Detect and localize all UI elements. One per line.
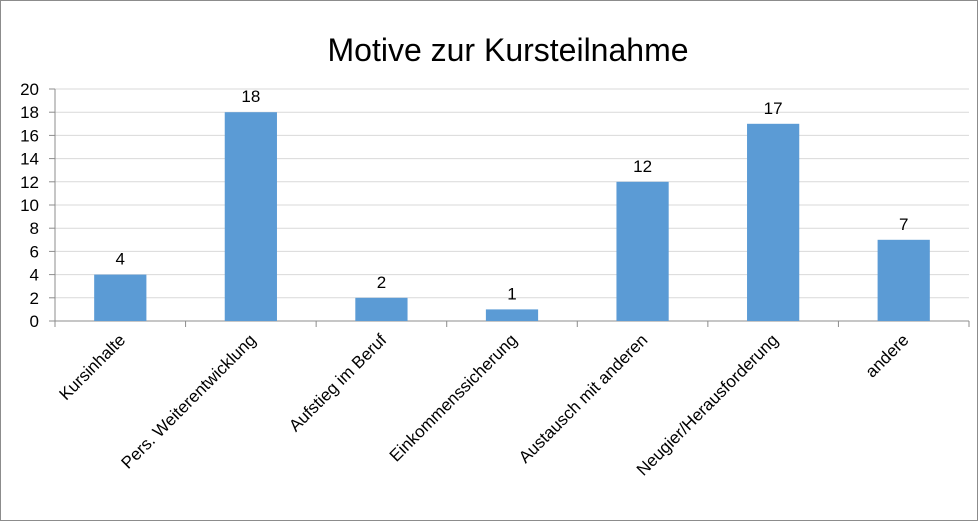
x-category-label-5: Austausch mit anderen [515, 330, 651, 466]
bar-1 [94, 274, 147, 321]
x-category-label-1: Kursinhalte [56, 330, 130, 404]
data-label-2: 18 [241, 87, 260, 106]
x-category-label-7: andere [862, 330, 913, 381]
data-label-5: 12 [633, 157, 652, 176]
y-tick-label: 20 [20, 80, 39, 99]
y-tick-label: 16 [20, 126, 39, 145]
data-labels: 4 18 2 1 12 17 7 [116, 87, 909, 303]
y-tick-label: 18 [20, 103, 39, 122]
x-category-label-6: Neugier/Herausforderung [633, 330, 782, 479]
data-label-7: 7 [899, 215, 908, 234]
y-tick-label: 10 [20, 196, 39, 215]
bar-7 [877, 239, 930, 321]
y-tick-label: 6 [30, 242, 39, 261]
bar-5 [616, 181, 669, 321]
data-label-1: 4 [116, 250, 125, 269]
x-category-label-2: Pers. Weiterentwicklung [118, 330, 260, 472]
x-category-label-3: Aufstieg im Beruf [285, 330, 390, 435]
y-tick-label: 14 [20, 150, 39, 169]
y-tick-label: 8 [30, 219, 39, 238]
bar-3 [355, 297, 408, 321]
bar-2 [224, 112, 277, 321]
data-label-4: 1 [507, 284, 516, 303]
bar-4 [485, 309, 539, 321]
bar-6 [747, 123, 800, 321]
y-tick-label: 4 [30, 266, 39, 285]
bars [94, 112, 930, 321]
y-axis-ticks: 0 2 4 6 8 10 12 14 16 18 20 [20, 80, 39, 331]
data-label-6: 17 [764, 99, 783, 118]
y-tick-label: 0 [30, 312, 39, 331]
gridlines [55, 88, 969, 299]
chart-title: Motive zur Kursteilnahme [327, 32, 688, 68]
x-category-label-4: Einkommenssicherung [386, 330, 521, 465]
y-tick-label: 12 [20, 173, 39, 192]
data-label-3: 2 [377, 273, 386, 292]
y-tick-label: 2 [30, 289, 39, 308]
